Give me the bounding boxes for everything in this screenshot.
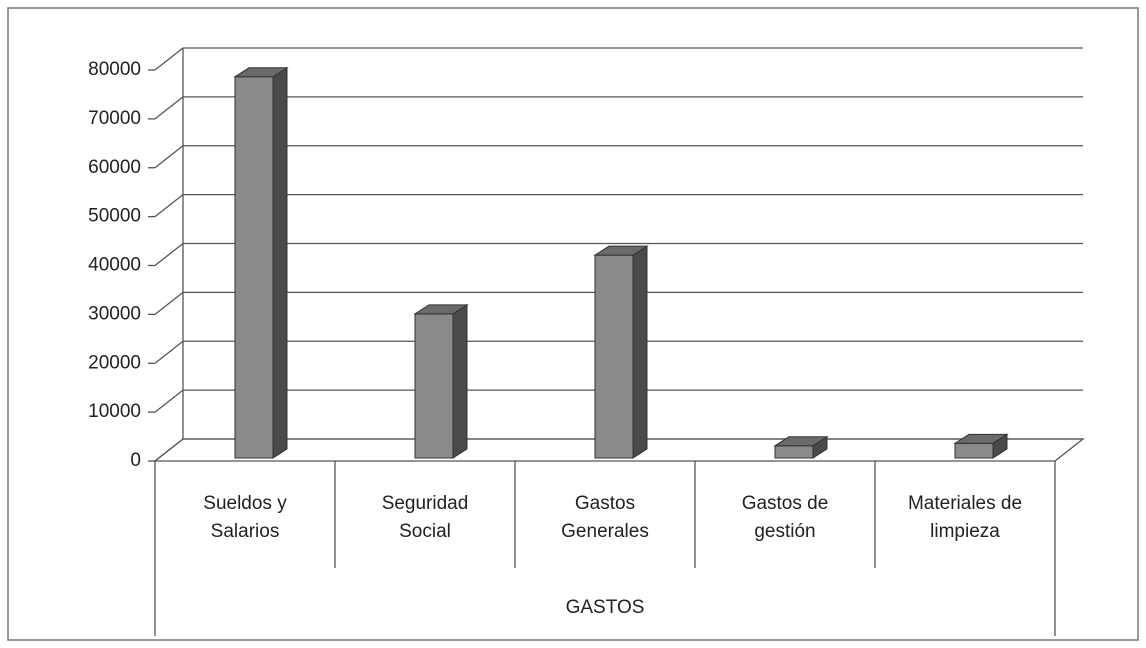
x-tick-label: Sueldos y Salarios bbox=[203, 493, 287, 542]
y-tick-label: 0 bbox=[130, 450, 141, 471]
grid-line bbox=[154, 438, 184, 462]
grid-line bbox=[154, 145, 184, 169]
x-tick-label: Gastos de gestión bbox=[741, 493, 829, 542]
bar-front bbox=[414, 313, 454, 459]
bar-side bbox=[632, 245, 648, 459]
y-tick-label: 10000 bbox=[88, 401, 141, 422]
bar-top bbox=[953, 433, 1009, 444]
bar-top bbox=[593, 245, 649, 256]
chart-border bbox=[7, 7, 1139, 641]
bar-top bbox=[773, 436, 829, 447]
bar bbox=[413, 303, 469, 459]
bar-front bbox=[594, 254, 634, 459]
y-tick-label: 40000 bbox=[88, 255, 141, 276]
grid-line bbox=[154, 96, 184, 120]
bar bbox=[233, 66, 289, 459]
bar-front bbox=[954, 442, 994, 459]
y-tick-label: 30000 bbox=[88, 303, 141, 324]
bar-top bbox=[233, 67, 289, 78]
grid-line bbox=[154, 194, 184, 218]
bar-top bbox=[413, 304, 469, 315]
y-tick-label: 50000 bbox=[88, 206, 141, 227]
grid-line bbox=[154, 242, 184, 267]
grid-line bbox=[154, 389, 184, 413]
y-tick-label: 20000 bbox=[88, 352, 141, 373]
bar-side bbox=[452, 303, 468, 459]
bar bbox=[593, 245, 649, 459]
bar bbox=[953, 433, 1009, 459]
y-tick-label: 70000 bbox=[88, 108, 141, 129]
y-tick-label: 80000 bbox=[88, 59, 141, 80]
bar-front bbox=[774, 445, 814, 459]
x-axis-title: GASTOS bbox=[565, 597, 645, 618]
bar-side bbox=[272, 66, 288, 459]
x-tick-label: Gastos Generales bbox=[561, 493, 649, 542]
x-tick-label: Materiales de limpieza bbox=[907, 493, 1023, 542]
grid-line bbox=[154, 340, 184, 364]
x-tick-label: Seguridad Social bbox=[381, 493, 469, 542]
bar bbox=[773, 435, 829, 459]
y-tick-label: 60000 bbox=[88, 157, 141, 178]
bar-front bbox=[234, 76, 274, 459]
grid-line bbox=[154, 291, 184, 315]
grid-line bbox=[154, 47, 184, 71]
